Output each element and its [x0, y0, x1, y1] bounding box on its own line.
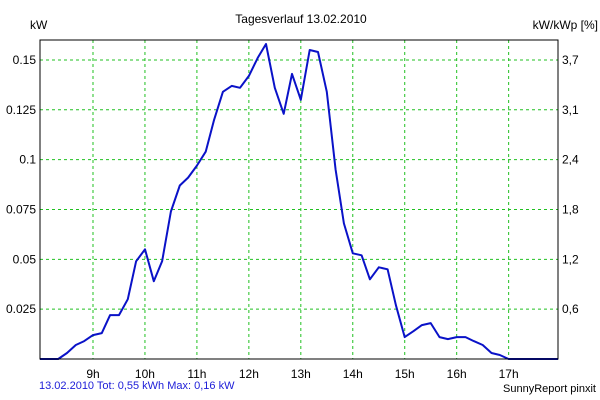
power-series-line: [40, 43, 558, 360]
y-left-tick-label: 0.125: [6, 103, 36, 117]
footer-credit: SunnyReport pinxit: [503, 383, 596, 395]
x-tick-label: 12h: [239, 367, 259, 381]
footer-summary: 13.02.2010 Tot: 0,55 kWh Max: 0,16 kW: [39, 380, 235, 392]
x-tick-label: 9h: [86, 367, 99, 381]
series-layer: [40, 43, 558, 360]
x-tick-label: 16h: [447, 367, 467, 381]
x-tick-label: 10h: [135, 367, 155, 381]
x-tick-label: 15h: [395, 367, 415, 381]
ticks: 9h 10h 11h 12h 13h 14h 15h 16h 17h 0.025 0,6 0.05 1,…: [6, 53, 579, 381]
x-tick-label: 11h: [187, 367, 206, 381]
y-right-tick-label: 1,8: [562, 202, 579, 216]
y-left-tick-label: 0.05: [13, 252, 37, 266]
chart-title: Tagesverlauf 13.02.2010: [235, 12, 367, 26]
y-right-tick-label: 3,1: [562, 103, 579, 117]
y-axis-left-label: kW: [30, 18, 48, 32]
y-left-tick-label: 0.025: [6, 302, 36, 316]
x-tick-label: 13h: [291, 367, 311, 381]
x-tick-label: 14h: [343, 367, 363, 381]
y-left-tick-label: 0.15: [13, 53, 37, 67]
y-right-tick-label: 2,4: [562, 153, 579, 167]
y-right-tick-label: 0,6: [562, 302, 579, 316]
y-right-tick-label: 3,7: [562, 53, 579, 67]
grid: [40, 40, 558, 359]
y-left-tick-label: 0.1: [19, 153, 36, 167]
x-tick-label: 17h: [499, 367, 519, 381]
y-axis-right-label: kW/kWp [%]: [533, 18, 598, 32]
y-right-tick-label: 1,2: [562, 252, 579, 266]
y-left-tick-label: 0.075: [6, 202, 36, 216]
plot-frame: [39, 39, 559, 360]
